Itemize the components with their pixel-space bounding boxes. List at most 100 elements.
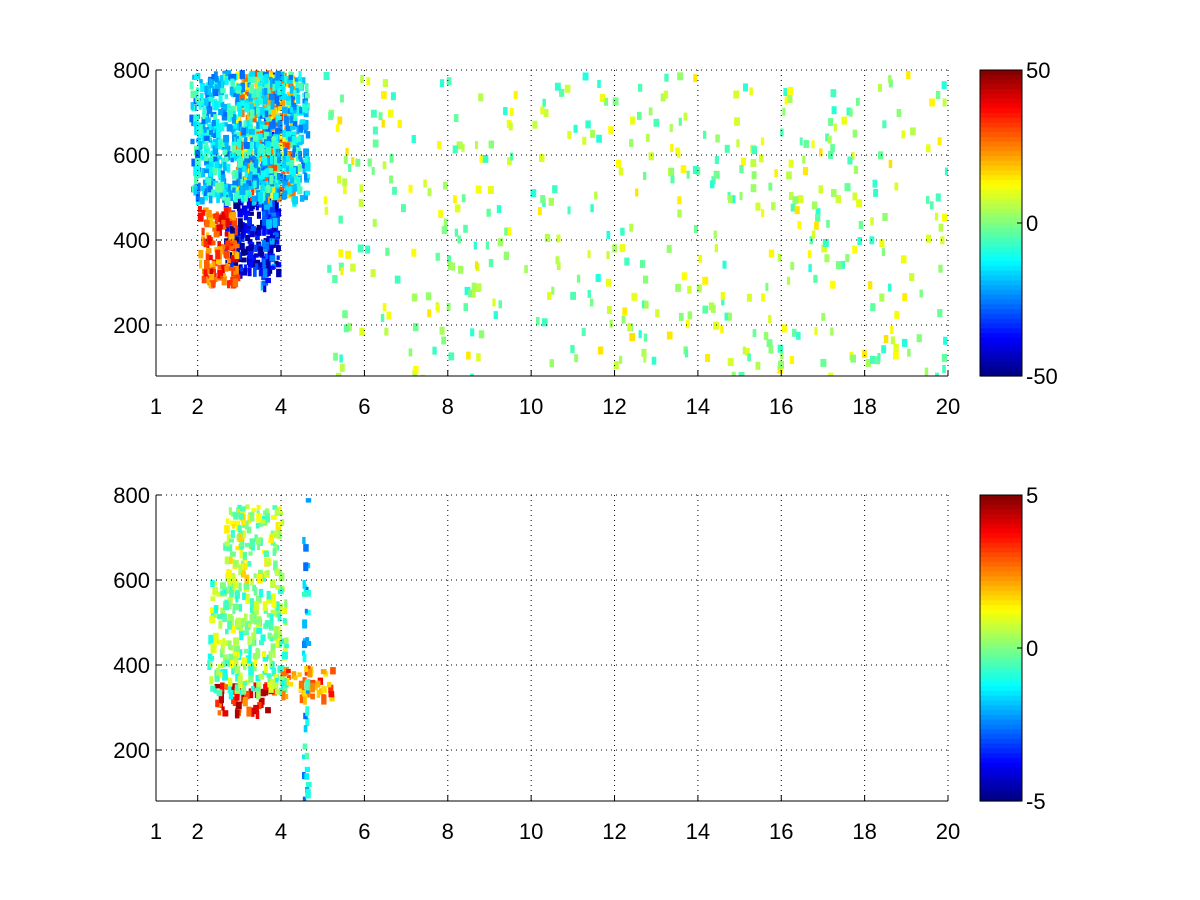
heatmap-cell <box>209 661 213 668</box>
heatmap-cell <box>901 338 908 347</box>
heatmap-cell <box>218 620 223 629</box>
heatmap-cell <box>447 255 451 264</box>
heatmap-cell <box>274 103 280 111</box>
heatmap-cell <box>685 320 690 329</box>
heatmap-cell <box>540 195 546 203</box>
colorbar-swatch <box>980 189 1022 195</box>
heatmap-cell <box>239 549 243 559</box>
heatmap-cell <box>470 328 475 337</box>
heatmap-cell <box>441 226 448 235</box>
x-tick-label: 10 <box>519 394 543 419</box>
heatmap-cell <box>305 190 311 196</box>
heatmap-cell <box>220 582 226 590</box>
heatmap-cell <box>214 84 220 93</box>
heatmap-cell <box>287 136 294 142</box>
colorbar-swatch <box>980 294 1022 301</box>
heatmap-cell <box>265 277 271 284</box>
heatmap-cell <box>231 579 236 589</box>
heatmap-cell <box>216 667 220 676</box>
heatmap-cell <box>249 181 255 190</box>
heatmap-cell <box>223 103 228 110</box>
heatmap-cell <box>253 600 260 610</box>
colorbar-swatch <box>980 136 1022 143</box>
colorbar-swatch <box>980 772 1022 778</box>
heatmap-cell <box>255 147 260 157</box>
colorbar-swatch <box>980 538 1022 544</box>
heatmap-cell <box>536 317 540 325</box>
heatmap-cell <box>249 103 254 111</box>
heatmap-cell <box>274 674 278 680</box>
colorbar-swatch <box>980 633 1022 640</box>
heatmap-cell <box>620 227 625 236</box>
heatmap-cell <box>270 609 276 616</box>
heatmap-cell <box>306 665 311 671</box>
colorbar-swatch <box>980 332 1022 339</box>
heatmap-cell <box>211 74 215 80</box>
heatmap-cell <box>677 72 684 81</box>
heatmap-cell <box>856 199 863 208</box>
heatmap-cell <box>249 511 255 522</box>
heatmap-cell <box>752 329 757 338</box>
heatmap-cell <box>232 559 239 568</box>
heatmap-cell <box>585 120 591 129</box>
heatmap-cell <box>252 99 258 104</box>
heatmap-cell <box>641 348 647 357</box>
colorbar-swatch <box>980 342 1022 348</box>
heatmap-cell <box>293 113 298 119</box>
heatmap-cell <box>216 259 222 265</box>
heatmap-cell <box>255 595 262 604</box>
heatmap-cell <box>276 529 282 539</box>
heatmap-cell <box>582 136 587 145</box>
heatmap-cell <box>220 170 225 178</box>
heatmap-cell <box>271 235 276 240</box>
heatmap-cell <box>252 255 256 264</box>
heatmap-cell <box>208 634 214 645</box>
heatmap-cell <box>197 131 203 140</box>
heatmap-cell <box>256 622 261 632</box>
heatmap-cell <box>266 80 270 89</box>
heatmap-cell <box>942 98 947 107</box>
heatmap-cell <box>195 92 199 98</box>
heatmap-cell <box>755 361 761 370</box>
heatmap-cell <box>220 607 226 616</box>
heatmap-cell <box>245 504 250 510</box>
colorbar-swatch <box>980 146 1022 152</box>
heatmap-cell <box>264 87 268 96</box>
colorbar-swatch <box>980 724 1022 730</box>
heatmap-cell <box>236 115 240 124</box>
heatmap-cell <box>250 686 255 692</box>
heatmap-cell <box>240 560 245 568</box>
heatmap-cell <box>302 689 307 697</box>
heatmap-cell <box>629 333 635 342</box>
heatmap-cell <box>319 688 323 695</box>
colorbar-swatch <box>980 667 1022 673</box>
heatmap-cell <box>286 674 291 680</box>
heatmap-cell <box>787 95 793 103</box>
heatmap-cell <box>640 260 646 268</box>
heatmap-cell <box>193 114 199 122</box>
heatmap-cell <box>670 144 674 152</box>
y-tick-label: 200 <box>113 738 150 763</box>
heatmap-cell <box>273 633 278 640</box>
heatmap-cell <box>247 256 252 265</box>
heatmap-cell <box>781 324 787 333</box>
heatmap-cell <box>443 181 448 190</box>
y-tick-label: 800 <box>113 483 150 508</box>
heatmap-cell <box>238 625 243 634</box>
heatmap-cell <box>826 219 830 228</box>
heatmap-cell <box>728 312 732 321</box>
heatmap-cell <box>394 275 401 284</box>
heatmap-cell <box>786 276 791 285</box>
heatmap-cell <box>250 578 254 586</box>
heatmap-cell <box>278 588 284 595</box>
heatmap-cell <box>603 97 609 106</box>
heatmap-cell <box>307 689 311 698</box>
heatmap-cell <box>245 210 251 216</box>
heatmap-cell <box>274 237 280 245</box>
heatmap-cell <box>249 141 253 151</box>
heatmap-cell <box>645 133 650 142</box>
heatmap-cell <box>226 587 231 594</box>
heatmap-cell <box>888 79 893 88</box>
